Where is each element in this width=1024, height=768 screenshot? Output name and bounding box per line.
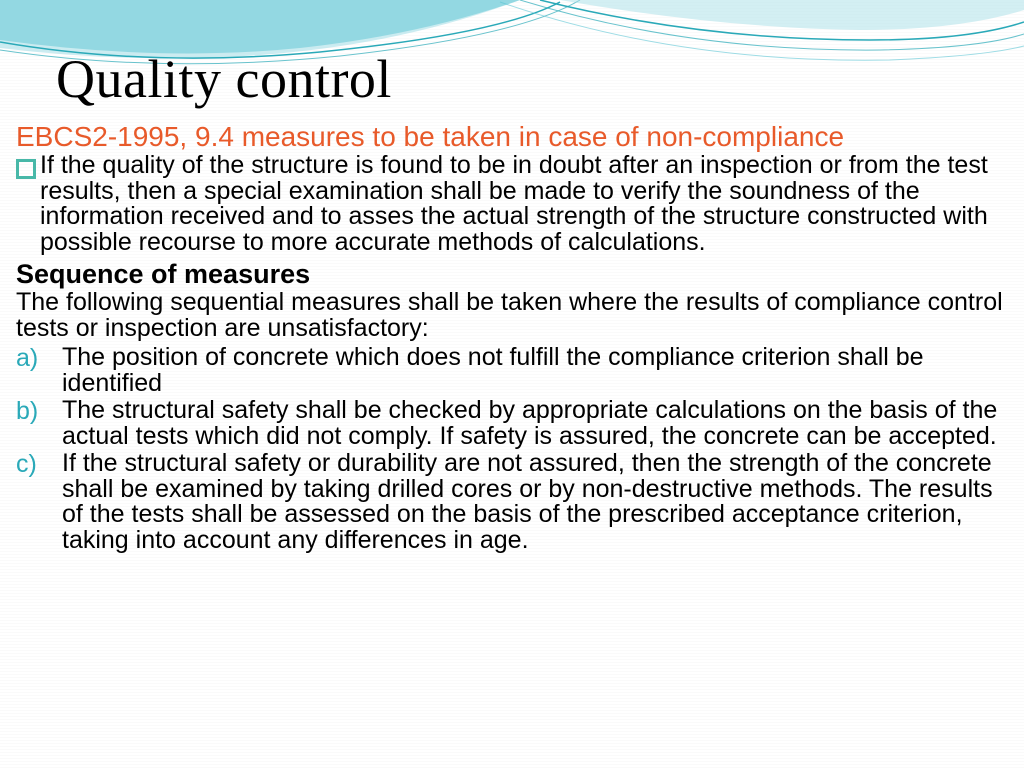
slide-title: Quality control [56,48,1008,110]
bullet-paragraph: If the quality of the structure is found… [40,153,1008,255]
section-heading: EBCS2-1995, 9.4 measures to be taken in … [16,122,1008,151]
intro-paragraph: The following sequential measures shall … [16,290,1008,341]
list-item: a) The position of concrete which does n… [16,345,1008,396]
list-text: If the structural safety or durability a… [62,451,1008,553]
list-text: The structural safety shall be checked b… [62,398,1008,449]
list-marker: b) [16,398,62,424]
square-bullet-icon [16,159,36,179]
list-item: c) If the structural safety or durabilit… [16,451,1008,553]
list-item: b) The structural safety shall be checke… [16,398,1008,449]
bullet-block: If the quality of the structure is found… [16,153,1008,255]
slide-content: Quality control EBCS2-1995, 9.4 measures… [0,0,1024,553]
list-text: The position of concrete which does not … [62,345,1008,396]
measures-list: a) The position of concrete which does n… [16,345,1008,553]
list-marker: a) [16,345,62,371]
list-marker: c) [16,451,62,477]
subheading: Sequence of measures [16,259,1008,290]
